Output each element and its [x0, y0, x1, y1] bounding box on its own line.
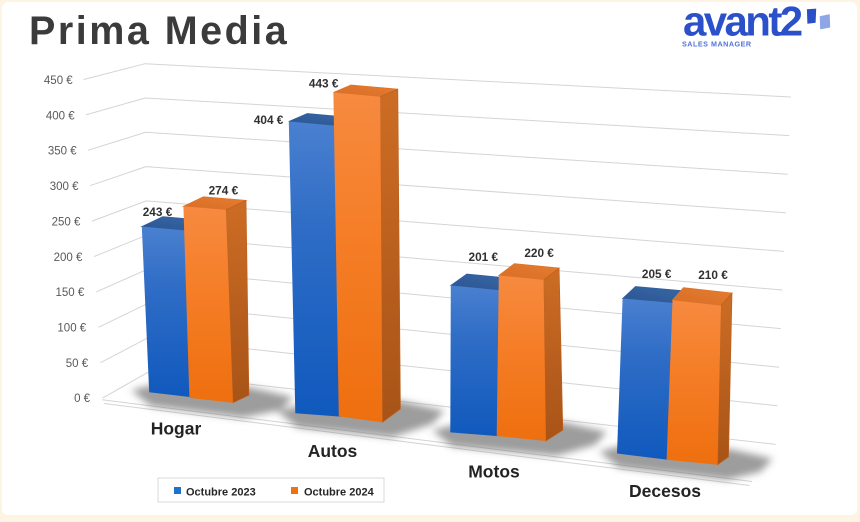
svg-text:443 €: 443 €	[309, 77, 339, 91]
svg-text:Decesos: Decesos	[629, 481, 701, 501]
svg-text:Motos: Motos	[468, 461, 520, 481]
svg-text:300 €: 300 €	[50, 181, 79, 193]
svg-text:350 €: 350 €	[48, 146, 77, 158]
svg-text:Autos: Autos	[308, 441, 358, 461]
svg-text:243 €: 243 €	[143, 205, 173, 219]
svg-text:450 €: 450 €	[44, 75, 73, 87]
svg-text:SALES MANAGER: SALES MANAGER	[682, 39, 752, 48]
svg-text:404 €: 404 €	[254, 113, 284, 127]
svg-text:Octubre 2023: Octubre 2023	[186, 487, 256, 499]
svg-text:274 €: 274 €	[209, 184, 239, 198]
svg-text:Octubre 2024: Octubre 2024	[304, 487, 375, 499]
svg-text:avant2: avant2	[683, 0, 802, 44]
svg-text:201 €: 201 €	[469, 250, 499, 264]
svg-text:Hogar: Hogar	[151, 419, 202, 439]
svg-text:220 €: 220 €	[524, 246, 554, 260]
svg-text:100 €: 100 €	[57, 323, 86, 335]
svg-text:0 €: 0 €	[74, 393, 91, 405]
svg-text:400 €: 400 €	[46, 110, 75, 122]
svg-text:150 €: 150 €	[56, 287, 85, 299]
svg-text:210 €: 210 €	[698, 268, 728, 282]
svg-text:205 €: 205 €	[642, 267, 672, 281]
svg-text:250 €: 250 €	[52, 216, 81, 228]
svg-text:50 €: 50 €	[66, 358, 89, 370]
svg-text:Prima Media: Prima Media	[29, 9, 289, 53]
svg-text:200 €: 200 €	[54, 252, 83, 264]
